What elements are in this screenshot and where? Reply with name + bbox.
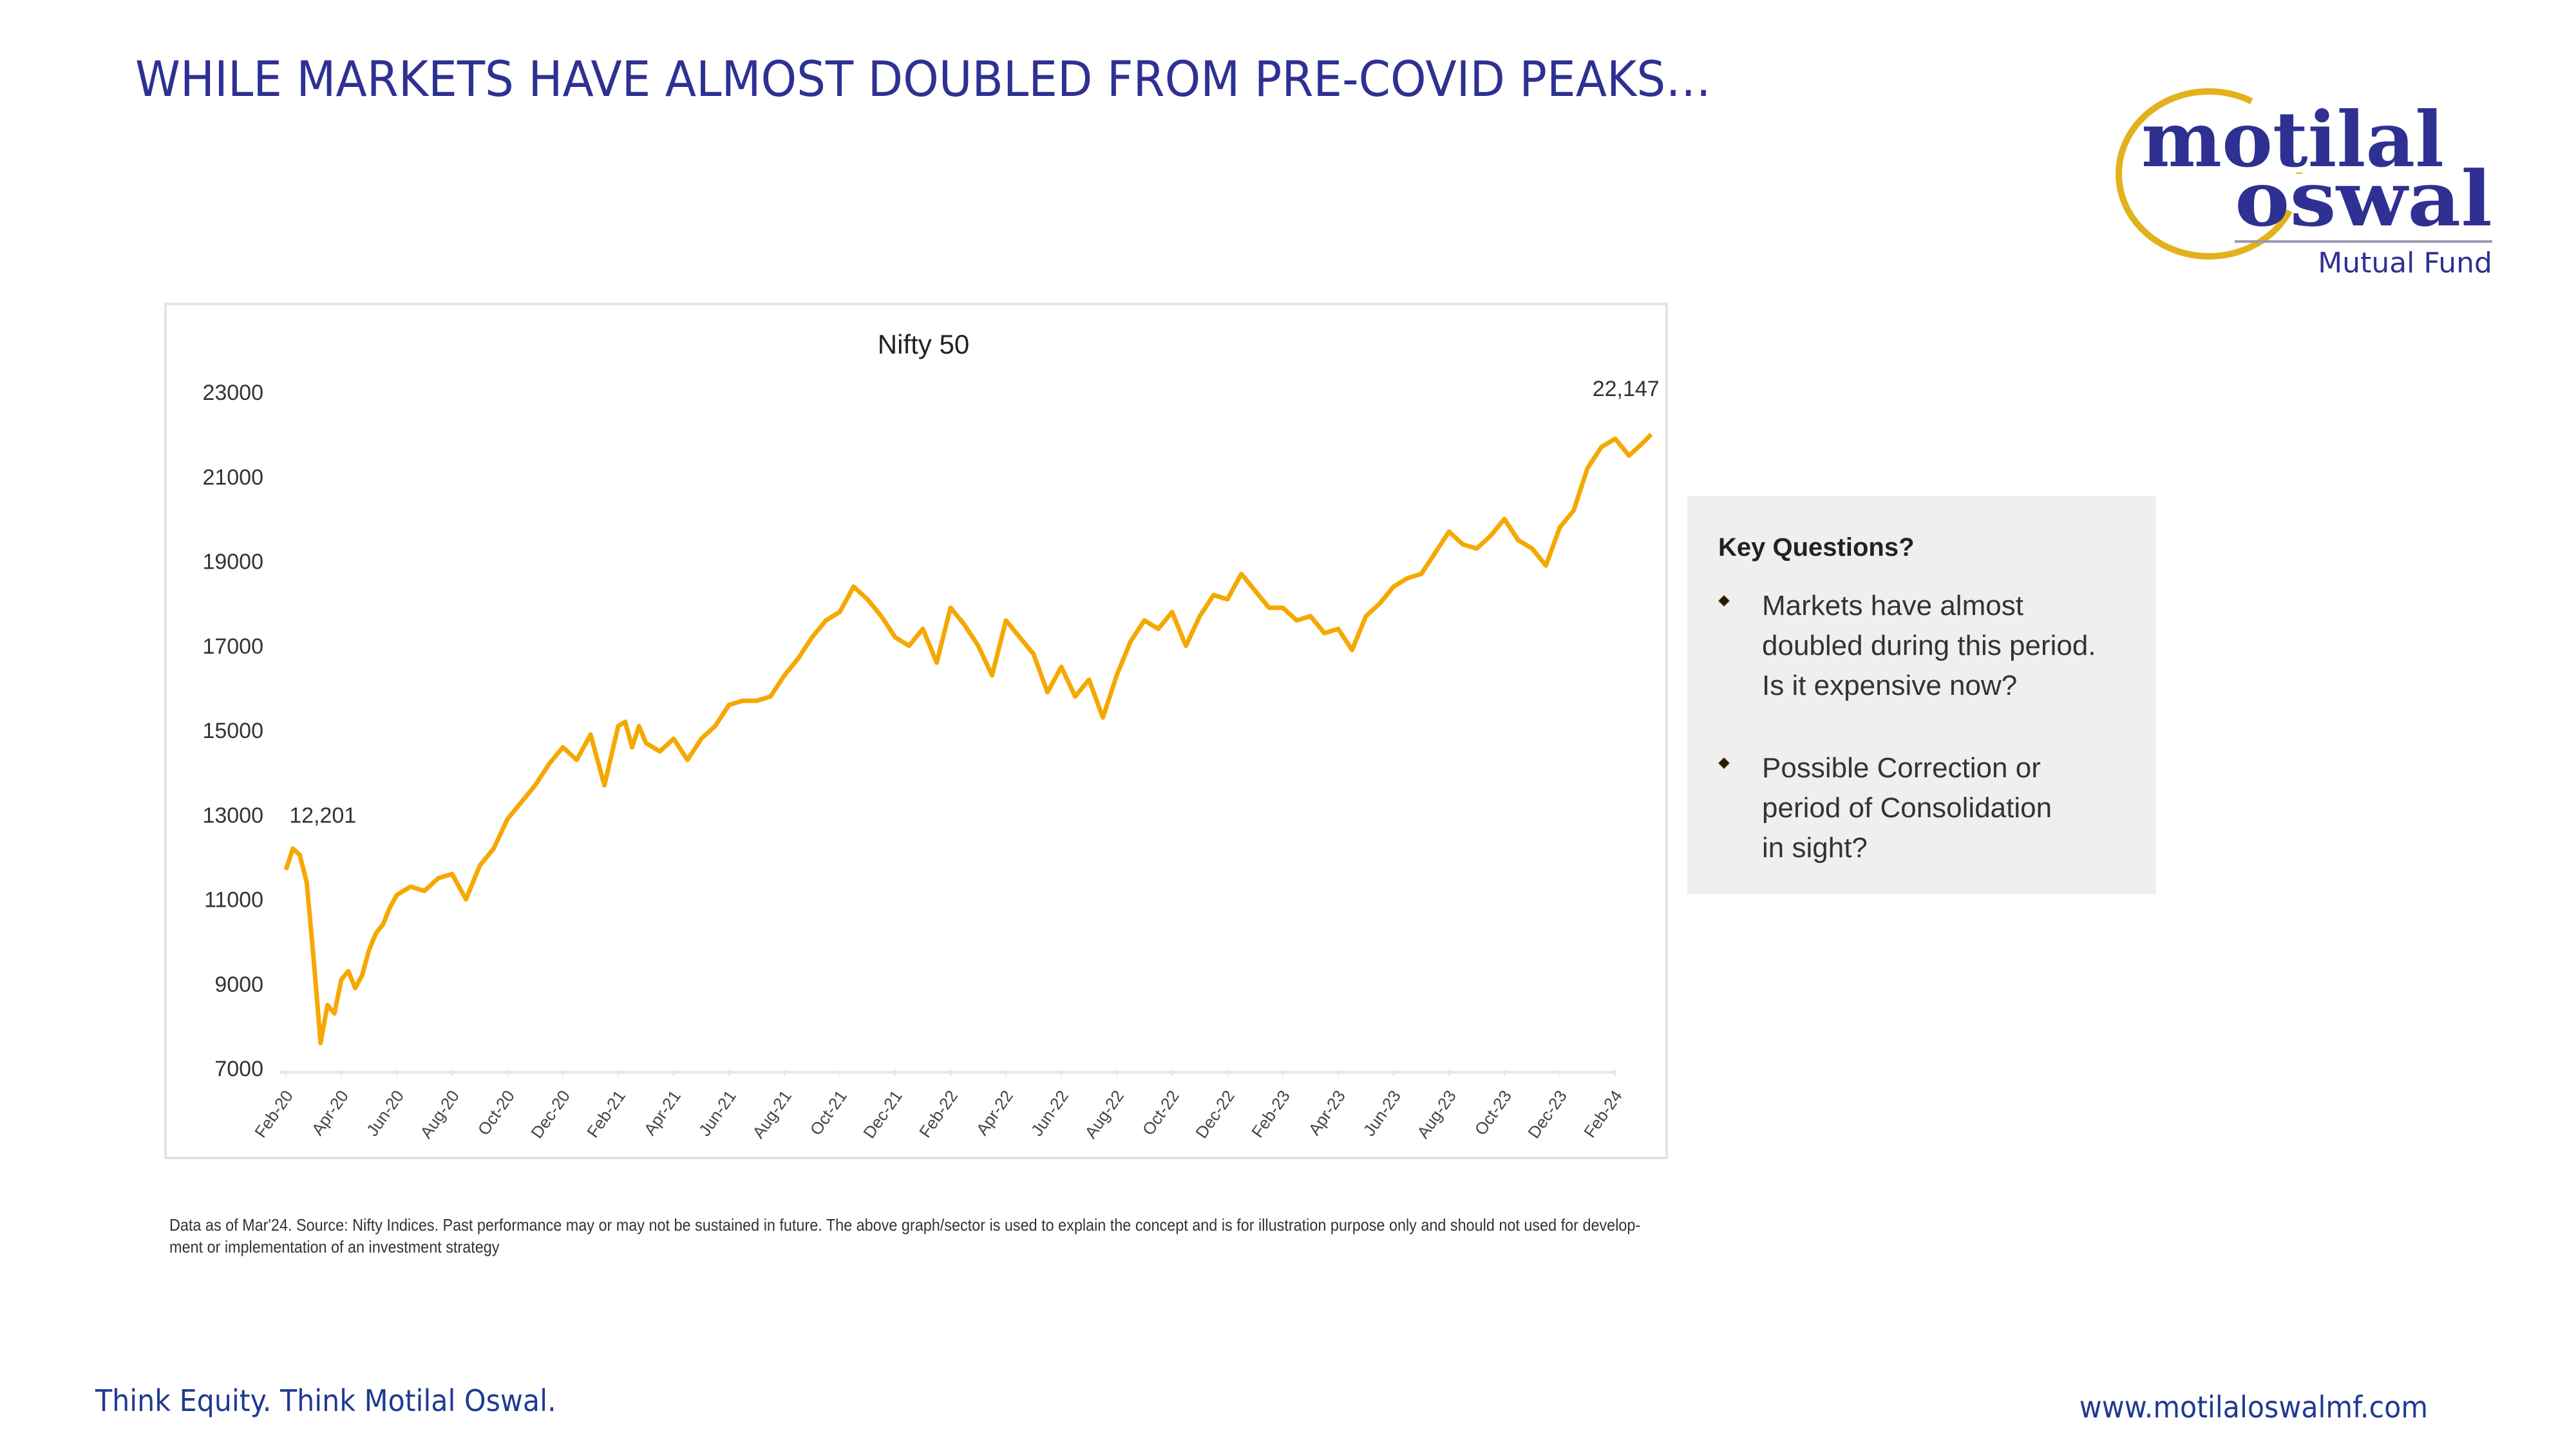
x-tick-label: Feb-22 — [915, 1086, 961, 1141]
x-tick-label: Feb-20 — [251, 1086, 297, 1141]
x-tick-label: Aug-21 — [748, 1086, 795, 1142]
footer-tagline: Think Equity. Think Motilal Oswal. — [95, 1383, 556, 1418]
nifty-line — [283, 433, 1653, 1046]
bullet-line: Markets have almost — [1762, 590, 2023, 621]
y-tick-label: 7000 — [214, 1057, 263, 1081]
y-tick-label: 17000 — [202, 634, 263, 659]
x-tick-label: Feb-21 — [583, 1086, 629, 1141]
x-tick-label: Dec-21 — [859, 1086, 906, 1142]
bullet-line: Is it expensive now? — [1762, 670, 2018, 701]
slide-title: WHILE MARKETS HAVE ALMOST DOUBLED FROM P… — [135, 50, 1711, 108]
bullet-line: doubled during this period. — [1762, 630, 2096, 661]
chart-title: Nifty 50 — [878, 329, 969, 359]
key-questions-panel: Key Questions? Markets have almost doubl… — [1687, 496, 2156, 894]
x-tick-label: Jun-23 — [1359, 1086, 1405, 1139]
panel-title: Key Questions? — [1718, 533, 1915, 562]
chart-svg: Nifty 50 7000 9000 11000 13000 15000 17000 190… — [202, 329, 1660, 1142]
x-tick-label: Apr-22 — [972, 1086, 1017, 1139]
x-tick-label: Jun-20 — [363, 1086, 408, 1139]
x-tick-label: Dec-20 — [527, 1086, 574, 1142]
data-label: 12,201 — [289, 804, 356, 828]
x-tick-label: Aug-22 — [1081, 1086, 1128, 1142]
data-label: 22,147 — [1593, 377, 1660, 401]
x-tick-label: Dec-23 — [1524, 1086, 1571, 1142]
y-tick-label: 11000 — [204, 888, 263, 913]
y-tick-label: 15000 — [202, 719, 263, 743]
x-tick-label: Jun-22 — [1027, 1086, 1072, 1139]
x-tick-label: Apr-20 — [308, 1086, 352, 1139]
x-tick-label: Feb-24 — [1580, 1086, 1626, 1141]
x-tick-label: Dec-22 — [1191, 1086, 1238, 1142]
x-tick-label: Feb-23 — [1247, 1086, 1294, 1141]
logo-mark-icon: motilal oswal Mutual Fund — [2116, 88, 2492, 279]
y-tick-label: 19000 — [202, 550, 263, 574]
disclaimer-line: Data as of Mar'24. Source: Nifty Indices… — [169, 1215, 1641, 1235]
x-tick-label: Aug-23 — [1413, 1086, 1460, 1142]
x-tick-label: Aug-20 — [416, 1086, 463, 1142]
footer-website-link[interactable]: www.motilaloswalmf.com — [2079, 1390, 2428, 1425]
x-tick-label: Apr-21 — [640, 1086, 685, 1139]
x-tick-label: Oct-21 — [806, 1086, 851, 1139]
logo-word-motilal: motilal — [2141, 95, 2444, 184]
y-tick-label: 21000 — [202, 465, 263, 489]
diamond-bullet-icon — [1718, 757, 1730, 769]
y-tick-label: 13000 — [202, 803, 263, 828]
nifty-chart: Nifty 50 7000 9000 11000 13000 15000 17000 190… — [164, 303, 1668, 1159]
logo-ring — [2116, 88, 2302, 260]
logo-word-oswal: oswal — [2235, 154, 2492, 243]
bullet-line: period of Consolidation — [1762, 792, 2052, 824]
motilal-oswal-logo: motilal oswal Mutual Fund — [2106, 77, 2505, 283]
bullet-line: in sight? — [1762, 832, 1868, 864]
x-tick-label: Oct-23 — [1471, 1086, 1515, 1139]
x-tick-label: Oct-22 — [1139, 1086, 1183, 1139]
x-tick-label: Apr-23 — [1305, 1086, 1349, 1139]
y-tick-label: 9000 — [214, 972, 263, 997]
y-tick-label: 23000 — [202, 381, 263, 405]
x-tick-label: Oct-20 — [474, 1086, 518, 1139]
bullet-line: Possible Correction or — [1762, 752, 2041, 784]
x-tick-label: Jun-21 — [695, 1086, 740, 1139]
disclaimer: Data as of Mar'24. Source: Nifty Indices… — [169, 1214, 1966, 1258]
diamond-bullet-icon — [1718, 595, 1730, 607]
disclaimer-line: ment or implementation of an investment … — [169, 1237, 500, 1256]
logo-subtitle: Mutual Fund — [2318, 247, 2492, 279]
